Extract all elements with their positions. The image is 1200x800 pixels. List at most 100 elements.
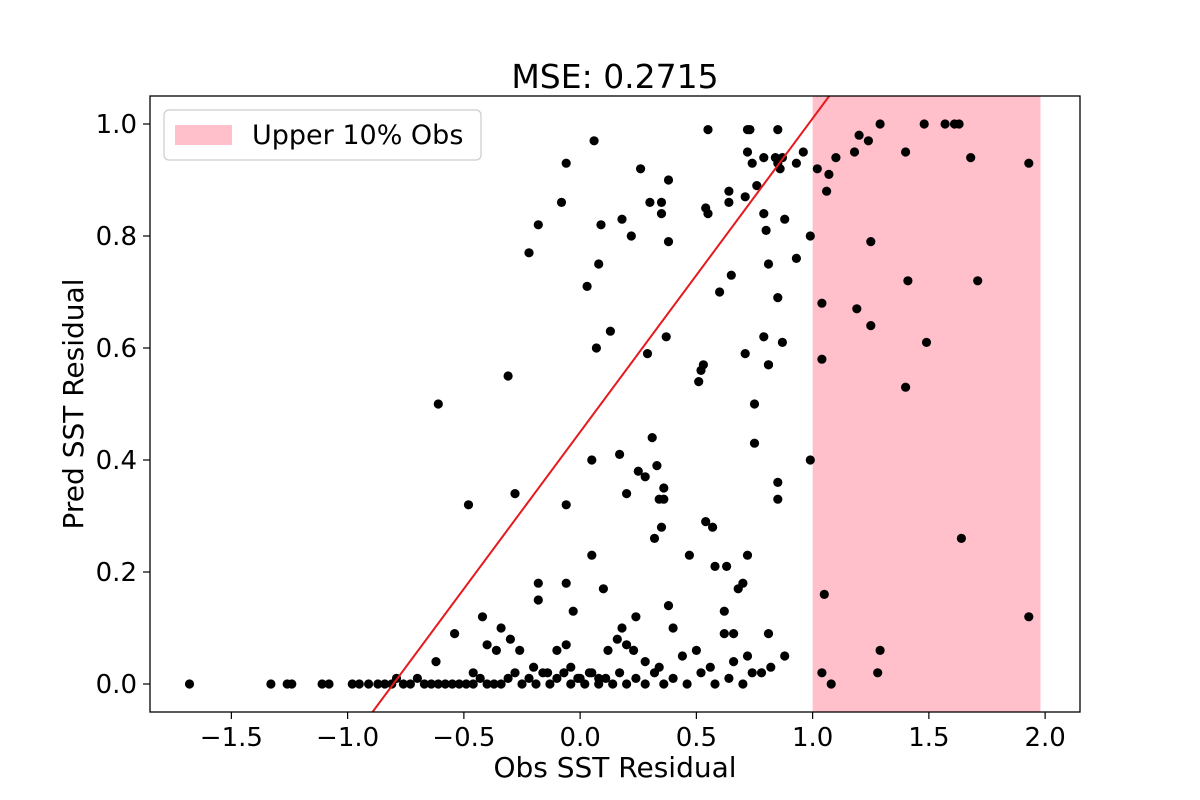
y-axis-label: Pred SST Residual [57, 279, 90, 530]
data-point [763, 259, 774, 269]
data-point [901, 147, 911, 157]
data-point [656, 197, 667, 207]
data-point [524, 248, 534, 258]
shaded-region-upper-10pct [812, 96, 1041, 712]
data-point [561, 578, 571, 588]
data-point [433, 399, 443, 409]
legend-box [163, 109, 482, 161]
data-point [505, 634, 515, 644]
y-tick-label: 1.0 [96, 110, 137, 140]
data-point [849, 147, 860, 157]
data-point [398, 679, 408, 689]
data-point [503, 371, 513, 381]
data-point [866, 321, 876, 331]
x-tick-label: −1.0 [316, 723, 379, 753]
data-point [791, 158, 802, 168]
data-point [617, 214, 627, 224]
data-point [477, 612, 488, 622]
reference-line [371, 95, 831, 713]
data-point [631, 612, 641, 622]
data-point [622, 640, 632, 650]
data-point [440, 679, 450, 689]
data-point [266, 679, 276, 689]
data-point [450, 629, 460, 639]
data-point [647, 433, 657, 443]
data-point [659, 679, 669, 689]
data-point [738, 578, 748, 588]
data-point [380, 679, 390, 689]
data-point [496, 623, 506, 633]
data-point [745, 125, 755, 135]
data-point [605, 326, 616, 336]
data-point [715, 287, 725, 297]
data-point [724, 186, 734, 196]
data-point [561, 158, 571, 168]
data-point [701, 517, 711, 527]
data-point [649, 533, 660, 544]
data-point [766, 662, 776, 672]
data-point [633, 466, 643, 476]
data-point [324, 679, 334, 689]
data-point [617, 623, 627, 633]
data-point [773, 477, 783, 487]
data-point [575, 673, 585, 684]
x-axis-label: Obs SST Residual [493, 751, 736, 784]
data-point [463, 500, 474, 510]
chart-title: MSE: 0.2715 [511, 57, 718, 96]
data-point [668, 623, 678, 633]
data-point [615, 668, 625, 678]
data-point [738, 679, 748, 689]
data-point [347, 679, 357, 689]
data-point [724, 197, 734, 207]
data-point [659, 483, 669, 493]
data-point [726, 270, 736, 280]
data-point [901, 382, 911, 392]
data-point [533, 595, 543, 605]
data-point [517, 679, 527, 689]
data-point [747, 158, 757, 168]
points-layer [184, 119, 1034, 689]
data-point [654, 662, 664, 672]
data-point [826, 679, 836, 689]
data-point [529, 662, 539, 672]
data-point [640, 657, 650, 667]
plot-frame [149, 95, 1081, 713]
data-point [817, 298, 827, 308]
y-tick-label: 0.4 [96, 446, 137, 476]
data-point [752, 181, 762, 191]
x-tick-label: 1.5 [908, 723, 949, 753]
data-point [749, 438, 760, 448]
data-point [824, 169, 834, 179]
y-tick-label: 0.0 [96, 670, 137, 700]
data-point [601, 673, 611, 684]
data-point [742, 651, 753, 661]
data-point [503, 673, 513, 684]
data-point [819, 589, 829, 600]
legend-label: Upper 10% Obs [252, 120, 463, 151]
legend: Upper 10% Obs [163, 109, 482, 161]
data-point [603, 645, 613, 656]
data-point [763, 360, 774, 370]
data-point [608, 679, 618, 689]
y-tick-label: 0.6 [96, 334, 137, 364]
data-point [729, 657, 739, 667]
data-point [854, 130, 864, 140]
data-point [589, 136, 599, 146]
data-point [612, 634, 622, 644]
data-point [598, 584, 609, 594]
shaded-region-layer [812, 96, 1041, 712]
data-point [545, 679, 555, 689]
data-point [817, 354, 827, 364]
data-point [761, 225, 771, 235]
data-point [698, 360, 709, 370]
x-tick-label: 1.0 [792, 723, 833, 753]
data-point [559, 668, 569, 678]
data-point [556, 197, 567, 207]
data-point [631, 673, 641, 684]
data-point [454, 679, 464, 689]
data-point [873, 668, 883, 678]
data-point [626, 231, 636, 241]
data-point [780, 214, 790, 224]
data-point [875, 645, 885, 656]
data-point [805, 231, 815, 241]
